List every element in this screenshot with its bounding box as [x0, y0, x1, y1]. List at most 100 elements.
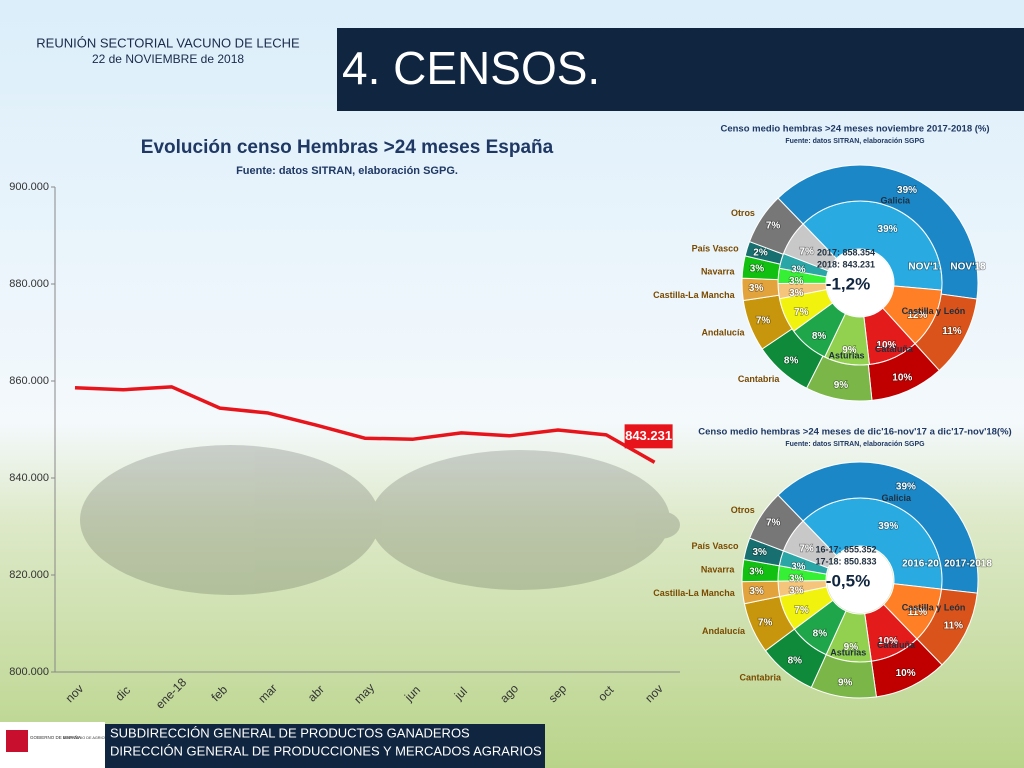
series-name: NOV'18	[950, 262, 986, 273]
wedge-label: 3%	[791, 562, 806, 573]
wedge-label: 7%	[794, 605, 809, 616]
y-tick-label: 900.000	[9, 181, 49, 193]
value-label-box	[624, 424, 673, 449]
category-label: Asturias	[829, 350, 865, 360]
category-label: Navarra	[701, 266, 736, 276]
title-banner	[337, 28, 1024, 111]
wedge-label: 8%	[813, 629, 828, 640]
y-tick-label: 800.000	[9, 666, 49, 678]
donut-center	[827, 250, 893, 316]
category-label: Galicia	[881, 493, 912, 503]
wedge-label: 39%	[878, 521, 898, 532]
center-text: 2018: 843.231	[817, 259, 875, 269]
donut-subtitle: Fuente: datos SITRAN, elaboración SGPG	[785, 441, 925, 448]
y-tick-label: 880.000	[9, 278, 49, 290]
wedge-label: 10%	[896, 668, 916, 679]
wedge-label: 39%	[897, 185, 917, 196]
wedge-label: 2%	[753, 247, 768, 258]
series-name: 2017-2018	[944, 559, 992, 570]
center-text: 17-18: 850.833	[815, 556, 876, 566]
wedge-label: 11%	[944, 621, 964, 632]
wedge-label: 7%	[799, 543, 814, 554]
wedge-label: 11%	[942, 326, 962, 337]
category-label: Cantabria	[738, 374, 781, 384]
wedge-label: 3%	[749, 586, 764, 597]
y-tick-label: 820.000	[9, 569, 49, 581]
wedge-label: 3%	[749, 566, 764, 577]
wedge-label: 10%	[876, 340, 896, 351]
y-tick-label: 860.000	[9, 375, 49, 387]
donut-wedge	[749, 494, 804, 552]
category-label: Cataluña	[877, 640, 916, 650]
category-label: Otros	[731, 208, 755, 218]
category-label: Castilla y León	[902, 603, 966, 613]
wedge-label: 3%	[789, 586, 804, 597]
donut-wedge	[748, 197, 804, 255]
wedge-label: 8%	[784, 356, 799, 367]
wedge-label: 39%	[878, 224, 898, 235]
category-label: Castilla-La Mancha	[653, 290, 736, 300]
category-label: Cantabria	[740, 673, 783, 683]
donut-subtitle: Fuente: datos SITRAN, elaboración SGPG	[785, 138, 925, 145]
category-label: País Vasco	[691, 541, 739, 551]
category-label: Andalucía	[701, 328, 745, 338]
meeting-name: REUNIÓN SECTORIAL VACUNO DE LECHE	[36, 35, 300, 50]
series-name: NOV'17	[908, 262, 944, 273]
wedge-label: 12%	[907, 310, 927, 321]
category-label: Andalucía	[702, 626, 746, 636]
donut-title: Censo medio hembras >24 meses de dic'16-…	[698, 427, 1011, 438]
wedge-label: 10%	[878, 636, 898, 647]
wedge-label: 7%	[758, 617, 773, 628]
wedge-label: 7%	[766, 221, 781, 232]
footer-line: SUBDIRECCIÓN GENERAL DE PRODUCTOS GANADE…	[110, 725, 470, 740]
wedge-label: 7%	[766, 517, 781, 528]
logo-shield	[6, 730, 28, 752]
wedge-label: 9%	[844, 642, 859, 653]
wedge-label: 7%	[756, 315, 771, 326]
wedge-label: 8%	[788, 656, 803, 667]
wedge-label: 3%	[753, 547, 768, 558]
wedge-label: 11%	[908, 607, 928, 618]
wedge-label: 3%	[789, 574, 804, 585]
donut-title: Censo medio hembras >24 meses noviembre …	[720, 124, 989, 135]
wedge-label: 3%	[789, 276, 804, 287]
y-tick-label: 840.000	[9, 472, 49, 484]
wedge-label: 9%	[838, 678, 853, 689]
logo-text: GOBIERNO DE ESPAÑA	[30, 734, 81, 740]
category-label: Navarra	[701, 564, 736, 574]
category-label: Galicia	[881, 195, 912, 205]
wedge-label: 8%	[812, 331, 827, 342]
wedge-label: 10%	[892, 373, 912, 384]
category-label: Otros	[731, 505, 755, 515]
wedge-label: 7%	[794, 307, 809, 318]
line-chart-title: Evolución censo Hembras >24 meses España	[141, 137, 554, 158]
slide-title: 4. CENSOS.	[342, 42, 600, 94]
cows	[80, 445, 680, 595]
wedge-label: 39%	[896, 481, 916, 492]
category-label: Cataluña	[875, 344, 914, 354]
center-change: -0,5%	[826, 571, 870, 590]
category-label: Castilla y León	[902, 306, 966, 316]
line	[74, 385, 656, 464]
footer-line: DIRECCIÓN GENERAL DE PRODUCCIONES Y MERC…	[110, 743, 542, 758]
wedge-label: 3%	[750, 263, 765, 274]
footer-box	[105, 724, 545, 768]
center-text: 2017: 858.354	[817, 247, 875, 257]
wedge-label: 7%	[799, 246, 814, 257]
center-change: -1,2%	[826, 274, 870, 293]
category-label: País Vasco	[692, 243, 740, 253]
wedge-label: 9%	[834, 380, 849, 391]
wedge-label: 3%	[791, 264, 806, 275]
wedge-label: 3%	[749, 283, 764, 294]
center-text: 16-17: 855.352	[815, 544, 876, 554]
category-label: Asturias	[830, 648, 866, 658]
wedge-label: 3%	[789, 288, 804, 299]
category-label: Castilla-La Mancha	[653, 588, 736, 598]
donut-wedge	[777, 164, 979, 300]
donut-center	[827, 547, 893, 613]
line-chart-subtitle: Fuente: datos SITRAN, elaboración SGPG.	[236, 165, 458, 177]
meeting-date: 22 de NOVIEMBRE de 2018	[92, 52, 244, 66]
wedge-label: 9%	[842, 345, 857, 356]
donut-wedge	[777, 461, 979, 594]
